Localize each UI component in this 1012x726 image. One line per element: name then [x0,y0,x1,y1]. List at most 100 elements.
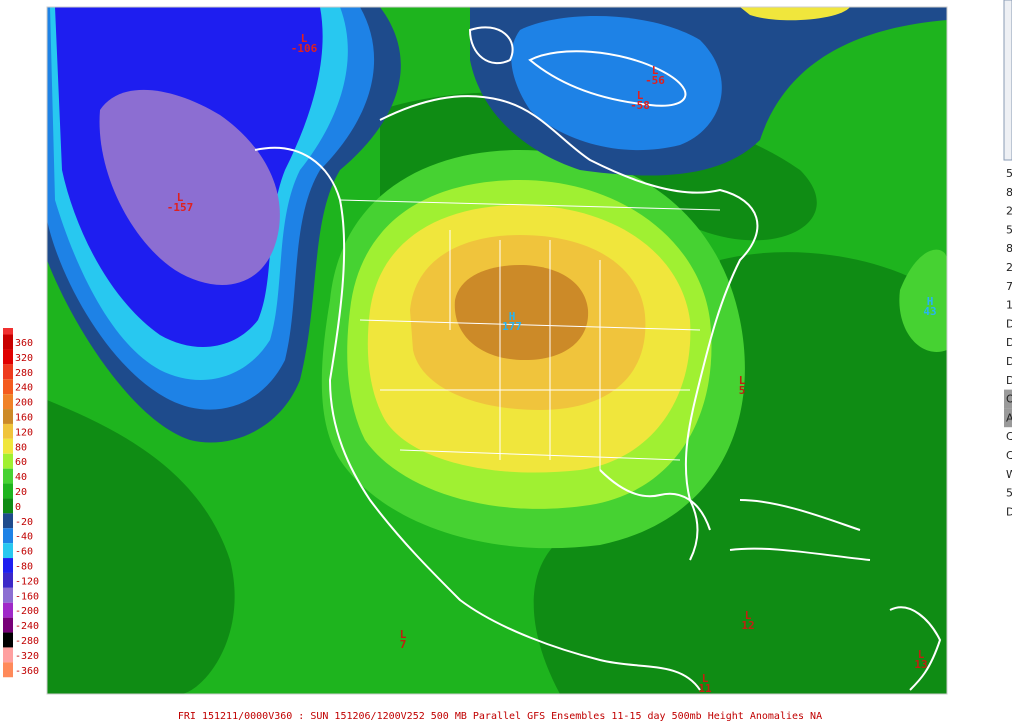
legend-top [3,328,13,336]
map-label-letter: L [652,64,659,77]
side-item: W [1006,468,1012,481]
legend-swatch [3,453,13,469]
legend-swatch [3,349,13,365]
side-item: C [1006,449,1012,462]
coastlines [254,26,942,691]
legend-label: 160 [15,413,33,424]
legend-label: 20 [15,487,27,498]
side-item: 7 [1006,280,1012,293]
map-label-letter: L [745,609,752,622]
color-legend: 360320280240200160120806040200-20-40-60-… [3,334,39,678]
legend-label: -40 [15,532,33,543]
map-label-value: 7 [400,638,407,651]
contour [899,249,947,352]
map-label-value: 13 [914,658,927,671]
legend-swatch [3,364,13,380]
legend-swatch [3,617,13,633]
legend-label: 80 [15,442,27,453]
map-label-value: -58 [630,99,650,112]
side-scrollbar [1003,0,1012,161]
legend-label: -240 [15,621,39,632]
anomaly-map [47,7,947,694]
map-label-letter: H [509,310,516,323]
side-item: D [1006,317,1012,330]
side-item: 2 [1006,261,1012,274]
selected-row [1004,389,1012,409]
legend-swatch [3,572,13,588]
legend-swatch [3,468,13,484]
side-item: A [1006,411,1012,424]
legend-swatch [3,543,13,559]
legend-label: 320 [15,353,33,364]
legend-swatch [3,334,13,350]
contour [740,7,850,21]
legend-label: -60 [15,547,33,558]
legend-swatch [3,379,13,395]
legend-label: -200 [15,606,39,617]
legend-swatch [3,483,13,499]
side-item: O [1006,393,1012,406]
legend-swatch [3,394,13,410]
legend-label: 240 [15,383,33,394]
legend-label: -160 [15,591,39,602]
side-item: D [1006,505,1012,518]
map-label-letter: H [927,295,934,308]
side-item: C [1006,430,1012,443]
legend-label: 200 [15,398,33,409]
legend-swatch [3,513,13,529]
side-item: 8 [1006,242,1012,255]
legend-label: 40 [15,472,27,483]
side-item: D [1006,355,1012,368]
contour [454,265,589,360]
map-label-value: -106 [291,42,318,55]
legend-label: 120 [15,427,33,438]
legend-label: 0 [15,502,21,513]
legend-swatch [3,647,13,663]
legend-swatch [3,587,13,603]
legend-swatch [3,528,13,544]
footer: FRI 151211/0000V360 : SUN 151206/1200V25… [178,711,822,722]
legend-label: -360 [15,666,39,677]
side-item: D [1006,336,1012,349]
contour [511,16,722,151]
legend-label: -80 [15,562,33,573]
map-label-value: -56 [645,74,665,87]
contour [47,400,235,694]
legend-swatch [3,602,13,618]
map-label-value: 11 [698,682,712,695]
map-frame [46,6,948,695]
map-label-letter: L [301,32,308,45]
legend-swatch [3,423,13,439]
side-item: D [1006,374,1012,387]
map-label-value: -157 [167,201,194,214]
map-label-value: 12 [741,619,754,632]
side-item: 5 [1006,223,1012,236]
map-label-letter: L [918,648,925,661]
map-label-letter: L [702,672,709,685]
map-label-value: 177 [502,320,522,333]
side-item: 1 [1006,299,1012,312]
legend-swatch [3,498,13,514]
side-item: 5 [1006,487,1012,500]
side-item: 2 [1006,205,1012,218]
side-item: 5 [1006,167,1012,180]
legend-label: -320 [15,651,39,662]
selected-row [1004,408,1012,428]
legend-swatch [3,662,13,678]
map-label-value: 43 [923,305,936,318]
legend-label: 280 [15,368,33,379]
legend-label: 60 [15,457,27,468]
legend-label: -20 [15,517,33,528]
legend-swatch [3,558,13,573]
map-label-letter: L [637,89,644,102]
legend-label: -280 [15,636,39,647]
contour [533,252,947,694]
map-label-letter: L [739,374,746,387]
legend-swatch [3,409,13,424]
map-label-letter: L [400,628,407,641]
legend-label: 360 [15,338,33,349]
